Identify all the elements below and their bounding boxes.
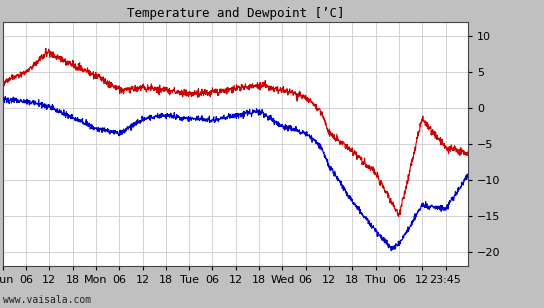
Title: Temperature and Dewpoint [’C]: Temperature and Dewpoint [’C] — [127, 7, 344, 20]
Text: www.vaisala.com: www.vaisala.com — [3, 295, 91, 305]
